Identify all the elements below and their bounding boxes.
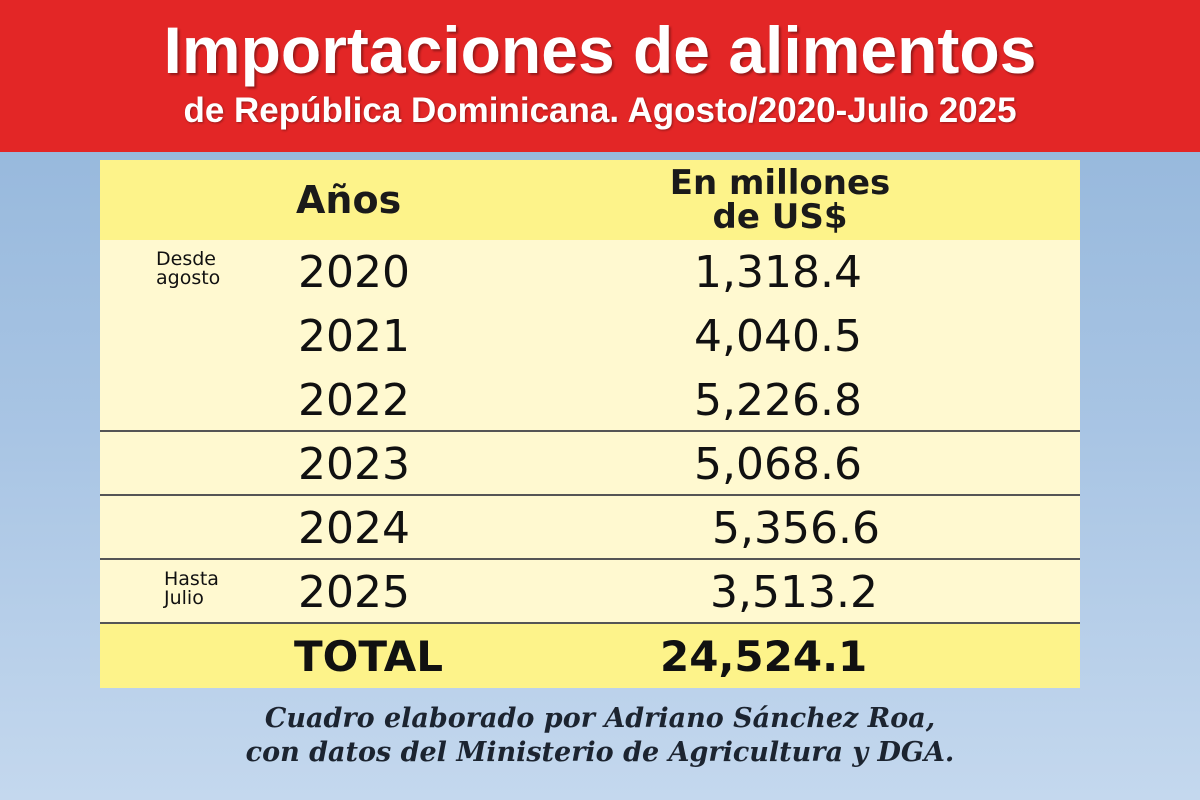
row-divider (100, 622, 1080, 624)
source-caption-line2: con datos del Ministerio de Agricultura … (245, 737, 955, 768)
imports-table: Años En millones de US$ Desde agosto 202… (100, 160, 1080, 688)
row-divider (100, 494, 1080, 496)
column-header-years: Años (296, 178, 402, 222)
row-value: 5,068.6 (694, 439, 862, 490)
row-value: 1,318.4 (694, 247, 862, 298)
row-value: 5,226.8 (694, 375, 862, 426)
row-note-line: agosto (156, 267, 221, 289)
page-subtitle: de República Dominicana. Agosto/2020-Jul… (183, 91, 1017, 130)
column-header-value-line2: de US$ (712, 197, 848, 237)
row-year: 2022 (298, 375, 410, 426)
row-divider (100, 430, 1080, 432)
row-note-line: Desde (156, 248, 216, 270)
total-label: TOTAL (294, 632, 444, 681)
row-year: 2025 (298, 567, 410, 618)
row-note: Desde agosto (156, 250, 296, 288)
row-note-line: Julio (164, 587, 204, 609)
row-year: 2024 (298, 503, 410, 554)
page-title: Importaciones de alimentos (163, 13, 1037, 87)
column-header-value: En millones de US$ (590, 166, 970, 234)
row-year: 2023 (298, 439, 410, 490)
total-value: 24,524.1 (660, 632, 868, 681)
table-row: Hasta Julio 2025 3,513.2 (100, 560, 1080, 624)
table-header: Años En millones de US$ (100, 160, 1080, 240)
row-year: 2021 (298, 311, 410, 362)
title-banner: Importaciones de alimentos de República … (0, 0, 1200, 152)
column-header-value-line1: En millones (669, 163, 891, 203)
table-row: 2022 5,226.8 (100, 368, 1080, 432)
source-caption: Cuadro elaborado por Adriano Sánchez Roa… (0, 702, 1200, 770)
table-row: Desde agosto 2020 1,318.4 (100, 240, 1080, 304)
row-value: 3,513.2 (710, 567, 878, 618)
row-divider (100, 558, 1080, 560)
row-value: 5,356.6 (712, 503, 880, 554)
table-row: 2021 4,040.5 (100, 304, 1080, 368)
row-year: 2020 (298, 247, 410, 298)
source-caption-line1: Cuadro elaborado por Adriano Sánchez Roa… (264, 703, 936, 734)
row-note-line: Hasta (164, 568, 219, 590)
table-row: 2023 5,068.6 (100, 432, 1080, 496)
row-note: Hasta Julio (164, 570, 304, 608)
table-row: 2024 5,356.6 (100, 496, 1080, 560)
row-value: 4,040.5 (694, 311, 862, 362)
total-row: TOTAL 24,524.1 (100, 624, 1080, 688)
